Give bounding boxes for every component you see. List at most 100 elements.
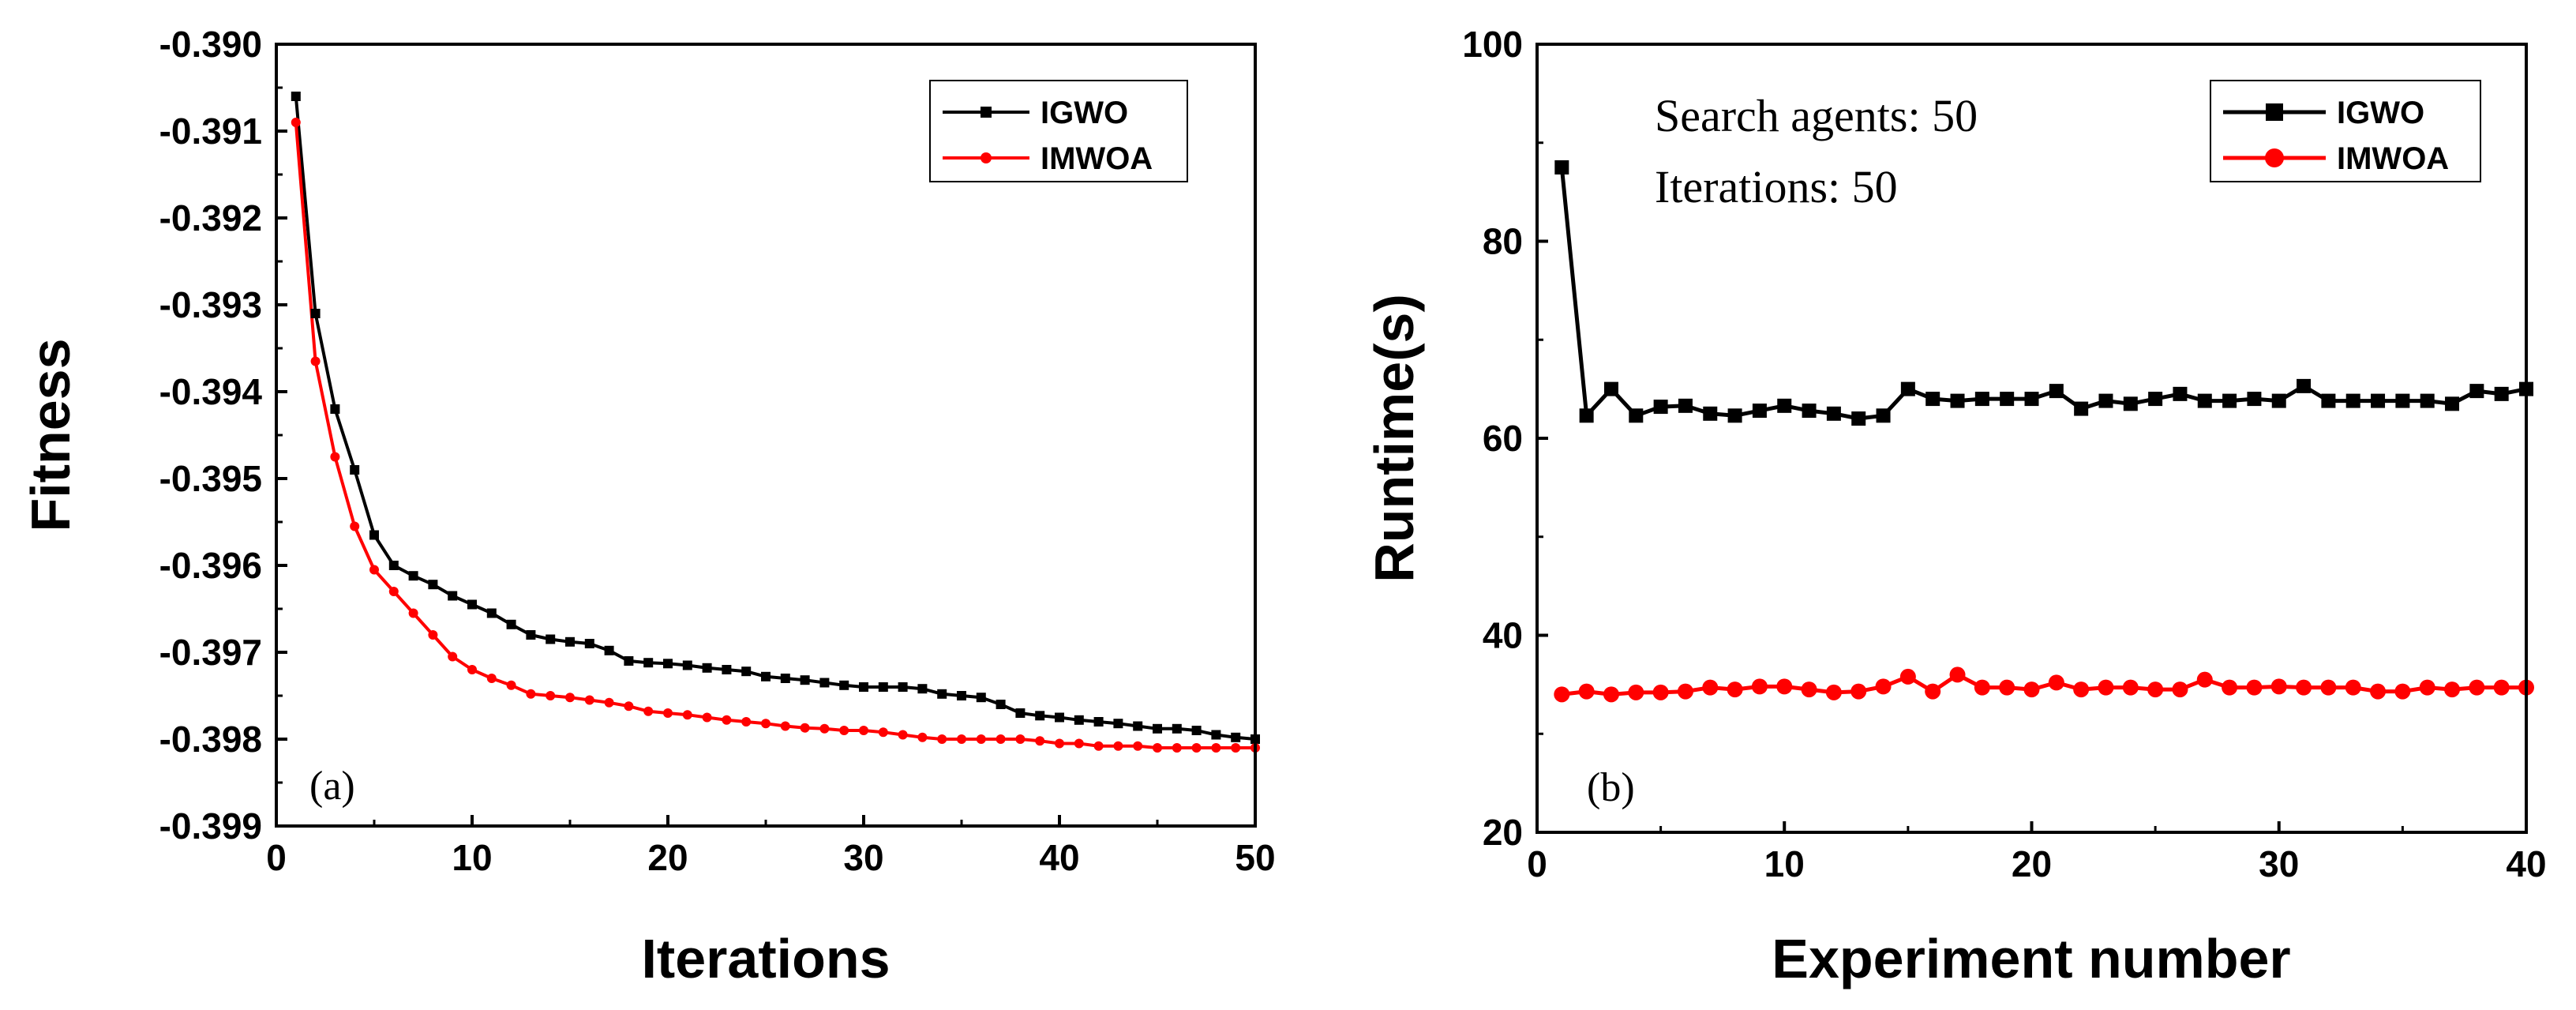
point-imwoa — [350, 521, 360, 531]
point-igwo — [2271, 393, 2286, 408]
point-imwoa — [1191, 743, 1202, 753]
point-igwo — [604, 645, 614, 655]
point-imwoa — [1211, 743, 1221, 753]
point-imwoa — [761, 719, 771, 729]
point-igwo — [584, 639, 594, 648]
point-imwoa — [330, 452, 340, 462]
point-igwo — [2297, 378, 2312, 393]
y-tick-label: 60 — [1483, 418, 1523, 459]
point-imwoa — [702, 712, 712, 723]
point-igwo — [839, 680, 849, 690]
point-igwo — [330, 404, 340, 414]
annotation-iterations: Iterations: 50 — [1655, 161, 1898, 212]
point-igwo — [1974, 392, 1989, 407]
point-igwo — [976, 693, 986, 703]
point-igwo — [1579, 408, 1594, 423]
point-imwoa — [937, 734, 947, 744]
point-imwoa — [408, 608, 418, 618]
point-igwo — [2420, 393, 2435, 408]
panel-b: 0 10 20 30 40 20 40 60 80 100 Experiment number R… — [1363, 24, 2547, 989]
point-igwo — [1153, 723, 1162, 734]
y-tick-label: -0.397 — [159, 632, 262, 673]
point-imwoa — [1899, 668, 1916, 685]
point-imwoa — [2345, 679, 2361, 696]
point-igwo — [2024, 392, 2039, 407]
y-tick-label: 40 — [1483, 615, 1523, 656]
series-lines-b — [1559, 167, 2527, 696]
x-tick-label: 50 — [1235, 837, 1275, 878]
point-igwo — [663, 659, 673, 669]
annotation-search-agents: Search agents: 50 — [1655, 90, 1978, 141]
point-imwoa — [2394, 683, 2411, 700]
point-imwoa — [526, 689, 536, 699]
point-imwoa — [976, 734, 986, 744]
point-igwo — [369, 530, 379, 540]
point-imwoa — [486, 674, 497, 683]
y-tick-label: -0.398 — [159, 719, 262, 760]
point-imwoa — [1015, 734, 1026, 744]
legend-label-igwo-b: IGWO — [2337, 96, 2424, 130]
legend-marker-imwoa-b — [2265, 148, 2284, 167]
panel-a: 0 10 20 30 40 50 -0.390 -0.391 -0.392 -0.393 -0.39… — [20, 24, 1276, 989]
point-igwo — [1950, 393, 1965, 408]
point-igwo — [2222, 393, 2237, 408]
x-tick-label: 40 — [2506, 843, 2546, 884]
legend-marker-igwo-a — [981, 107, 992, 118]
point-igwo — [1678, 398, 1693, 413]
point-imwoa — [506, 680, 516, 690]
point-imwoa — [2296, 679, 2312, 696]
point-imwoa — [1113, 741, 1123, 751]
point-imwoa — [917, 732, 928, 742]
x-tick-label: 20 — [647, 837, 688, 878]
point-imwoa — [2444, 681, 2461, 698]
series-markers-a — [291, 92, 1260, 753]
point-igwo — [2494, 386, 2509, 401]
point-igwo — [2247, 392, 2262, 407]
point-imwoa — [1727, 681, 1743, 698]
point-igwo — [643, 658, 654, 668]
point-imwoa — [291, 118, 301, 127]
point-igwo — [1191, 726, 1202, 735]
x-tick-label: 0 — [1527, 843, 1547, 884]
y-tick-label: -0.393 — [159, 284, 262, 325]
point-imwoa — [839, 726, 849, 735]
point-imwoa — [1172, 743, 1182, 753]
point-imwoa — [1055, 738, 1064, 749]
point-imwoa — [1153, 743, 1162, 753]
point-igwo — [291, 92, 301, 101]
legend-a: IGWO IMWOA — [929, 80, 1188, 182]
ticks-a: 0 10 20 30 40 50 -0.390 -0.391 -0.392 -0.393 -0.39… — [159, 24, 1276, 878]
point-igwo — [800, 675, 810, 685]
point-igwo — [2074, 401, 2089, 416]
series-lines-a — [294, 96, 1256, 749]
point-imwoa — [819, 723, 830, 734]
point-imwoa — [624, 701, 634, 712]
point-igwo — [780, 674, 790, 683]
point-imwoa — [663, 708, 673, 718]
point-igwo — [1653, 400, 1668, 415]
point-imwoa — [682, 710, 692, 720]
point-igwo — [1802, 404, 1817, 419]
point-imwoa — [1825, 684, 1842, 700]
legend-box-b — [2210, 80, 2481, 182]
legend-marker-igwo-b — [2266, 103, 2283, 121]
point-imwoa — [741, 717, 752, 727]
point-imwoa — [2493, 679, 2510, 696]
point-imwoa — [1603, 686, 1619, 703]
point-imwoa — [1776, 678, 1793, 695]
point-imwoa — [1949, 666, 1966, 683]
point-imwoa — [1677, 683, 1693, 700]
point-igwo — [546, 634, 556, 644]
legend-label-igwo-a: IGWO — [1041, 96, 1128, 130]
point-igwo — [1035, 711, 1045, 721]
legend-label-imwoa-b: IMWOA — [2337, 141, 2449, 176]
point-imwoa — [584, 695, 594, 705]
point-imwoa — [369, 565, 379, 575]
point-igwo — [996, 700, 1006, 709]
x-tick-label: 10 — [1764, 843, 1805, 884]
point-imwoa — [428, 630, 438, 640]
point-igwo — [2321, 393, 2336, 408]
point-igwo — [2371, 393, 2386, 408]
point-igwo — [1093, 717, 1104, 727]
